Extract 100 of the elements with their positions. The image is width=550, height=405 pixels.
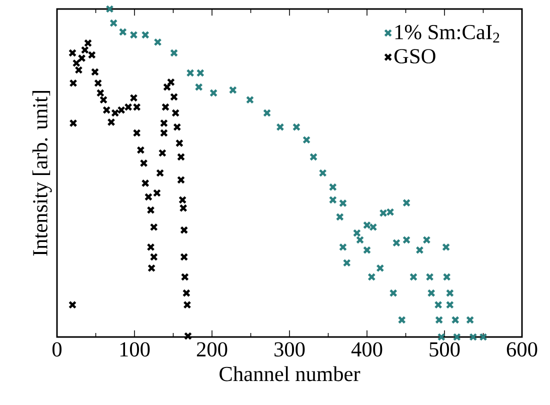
point (99, 96, 108, 104)
point (175, 139, 184, 148)
y-axis-title: Intensity [arb. unit] (32, 91, 52, 256)
point (96, 88, 104, 97)
point (180, 226, 188, 234)
point (422, 236, 431, 244)
point (389, 289, 398, 298)
point (210, 88, 218, 97)
point (106, 4, 114, 14)
point (160, 119, 168, 128)
point (170, 48, 178, 57)
point (342, 258, 351, 267)
point (94, 79, 102, 88)
point (180, 272, 189, 282)
point (362, 246, 372, 254)
point (452, 332, 461, 342)
point (338, 243, 347, 252)
point (182, 289, 190, 298)
point (451, 316, 460, 324)
point (402, 236, 411, 244)
point (437, 332, 446, 342)
point (150, 223, 158, 232)
point (376, 264, 384, 272)
x-tick-label: 200 (196, 342, 228, 357)
point (141, 30, 150, 39)
point (69, 79, 78, 88)
point (196, 68, 204, 77)
legend-label: GSO (394, 49, 436, 64)
point (446, 289, 454, 298)
x-tick-label: 100 (120, 342, 150, 357)
point (158, 148, 166, 158)
legend-label: 1% Sm:CaI$_{2}$ (395, 24, 500, 43)
point (146, 243, 155, 252)
point (68, 300, 77, 309)
x-tick-label: 300 (274, 342, 305, 357)
point (194, 83, 203, 92)
x-axis-title: Channel number (220, 366, 360, 382)
point (262, 108, 272, 118)
point (140, 159, 148, 168)
point (136, 146, 145, 154)
point (409, 272, 418, 282)
point (72, 59, 80, 68)
point (435, 316, 444, 324)
point (398, 316, 406, 324)
point (130, 94, 138, 102)
point (163, 83, 172, 92)
point (107, 118, 116, 126)
point (118, 28, 127, 36)
point (172, 108, 180, 118)
point (110, 19, 118, 28)
point (132, 128, 141, 138)
point (68, 48, 77, 57)
point (446, 300, 454, 309)
point (173, 123, 182, 132)
point (161, 103, 170, 112)
point (146, 206, 155, 214)
point (130, 30, 138, 39)
point (434, 300, 442, 309)
point (148, 264, 156, 272)
point (150, 252, 158, 261)
point (466, 316, 474, 324)
point (80, 46, 89, 54)
point (368, 272, 376, 282)
x-tick-label: 600 (506, 342, 538, 357)
point (336, 212, 344, 221)
point (88, 50, 96, 59)
point (302, 136, 311, 144)
point (442, 243, 450, 252)
point (469, 332, 478, 342)
point (276, 123, 284, 132)
point (184, 332, 192, 340)
point (338, 199, 347, 208)
point (186, 68, 194, 77)
x-tick-label: 0 (52, 342, 62, 357)
point (176, 152, 186, 161)
point (152, 188, 161, 198)
point (356, 236, 364, 244)
point (228, 86, 237, 94)
point (176, 176, 186, 184)
point (479, 332, 488, 342)
point (402, 198, 411, 207)
point (352, 229, 361, 238)
point (78, 54, 86, 62)
point (141, 179, 150, 188)
point (154, 38, 162, 46)
point (392, 238, 400, 247)
point (318, 168, 327, 178)
point (328, 196, 337, 204)
point (292, 123, 300, 132)
point (246, 96, 254, 104)
point (427, 289, 436, 298)
point (90, 68, 100, 76)
point (309, 152, 318, 161)
point (328, 183, 337, 192)
point (178, 196, 187, 204)
point (74, 66, 83, 74)
point (416, 246, 424, 254)
point (84, 39, 92, 48)
point (179, 204, 188, 212)
x-tick-label: 400 (351, 342, 382, 357)
